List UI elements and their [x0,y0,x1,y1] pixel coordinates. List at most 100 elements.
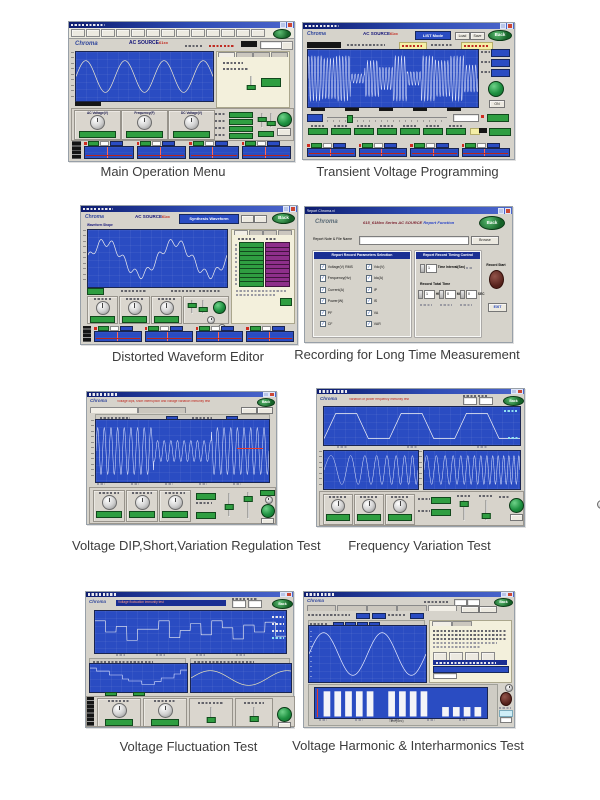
back-button[interactable]: Back [503,396,524,406]
toolbar-button[interactable] [191,28,205,38]
quit-button[interactable] [277,128,291,136]
small-button[interactable] [281,41,293,50]
minimize-button[interactable] [511,388,517,395]
save-button[interactable] [254,215,267,223]
sequence-slider-thumb[interactable] [347,114,353,123]
phase-knob[interactable] [159,301,174,316]
minute-spinner-arrows[interactable] [439,290,445,299]
test-start-button[interactable] [509,498,524,513]
tab[interactable] [248,230,263,235]
output-slider[interactable] [246,74,256,92]
back-button[interactable]: Back [494,597,513,607]
close-button[interactable] [289,206,296,212]
checkbox[interactable]: ✓ [366,309,373,316]
close-button[interactable] [507,591,513,598]
tab[interactable] [263,230,278,235]
close-button[interactable] [286,591,292,598]
toolbar-run-button[interactable] [273,29,291,39]
degree-slider[interactable] [187,299,197,314]
voltage-knob[interactable] [111,703,127,719]
tab[interactable] [427,605,457,611]
go-button[interactable] [261,78,281,87]
tab[interactable] [367,605,397,611]
close-button[interactable] [517,388,523,395]
dip-level-slider[interactable] [220,490,238,520]
stop-button[interactable] [261,517,274,524]
minimize-button[interactable] [497,207,504,214]
record-start-button[interactable] [489,270,504,289]
mode-toggle[interactable] [264,496,273,504]
toolbar-button[interactable] [236,28,250,38]
stop-button[interactable] [278,721,291,728]
tab[interactable] [234,230,248,235]
exit-button[interactable]: EXIT [488,303,507,312]
minute-value[interactable]: 0 [444,290,456,299]
checkbox[interactable]: ✓ [320,309,327,316]
test-start-button[interactable] [277,707,292,722]
tab[interactable] [397,605,427,611]
sampling-knob[interactable] [167,495,183,511]
test-start-button[interactable] [261,504,275,518]
synthesis-waveform-button[interactable]: Synthesis Waveform [179,213,239,224]
open-button[interactable] [257,406,273,414]
checkbox[interactable]: ✓ [366,298,373,305]
second-value[interactable]: 0 [465,290,477,299]
toolbar-button[interactable] [161,28,175,38]
checkbox[interactable]: ✓ [320,286,327,293]
close-button[interactable] [506,23,513,29]
close-button[interactable] [504,207,511,214]
close-button[interactable] [269,391,275,398]
second-spinner-arrows[interactable] [460,290,466,299]
checkbox[interactable]: ✓ [320,264,327,271]
variation-slider[interactable] [240,490,256,520]
slew-rate-knob[interactable] [393,499,407,514]
hour-spinner-arrows[interactable] [418,290,424,299]
minimize-button[interactable] [263,391,269,398]
setting-box[interactable] [454,598,467,606]
setting-box[interactable] [467,598,480,606]
percent-slider[interactable] [198,299,208,314]
table-cell[interactable] [433,673,457,679]
step-time-box[interactable] [499,710,513,717]
dc-voltage-knob[interactable] [184,115,199,131]
tab[interactable] [218,52,235,57]
freq-spinbox[interactable] [463,397,477,405]
period-spinbox[interactable] [232,600,246,608]
power-on-button[interactable] [277,112,292,127]
tab[interactable] [253,52,271,57]
save-button[interactable] [241,406,257,414]
toolbar-button[interactable] [221,28,235,38]
toolbar-button[interactable] [146,28,160,38]
test-level-slider[interactable] [476,493,496,524]
checkbox[interactable]: ✓ [320,320,327,328]
wave-function-toggle[interactable] [207,316,215,324]
file-name-input[interactable] [359,235,469,245]
output-toggle[interactable] [505,684,513,692]
load-button[interactable] [241,215,254,223]
tab[interactable] [307,605,337,611]
toolbar-button[interactable] [131,28,145,38]
back-button[interactable]: Back [479,216,505,230]
time-spinbox[interactable] [479,397,493,405]
checkbox[interactable]: ✓ [366,320,373,328]
sequence-slider-track[interactable] [327,117,447,119]
level-knob[interactable] [95,301,110,316]
tab[interactable] [432,621,452,626]
toolbar-button[interactable] [206,28,220,38]
minimize-button[interactable] [279,22,286,28]
hour-value[interactable]: 1 [423,290,435,299]
frequency-knob[interactable] [157,703,173,719]
checkbox[interactable]: ✓ [366,286,373,293]
file-path-input[interactable] [260,41,282,49]
close-button[interactable] [286,22,293,28]
checkbox[interactable]: ✓ [366,264,373,271]
tab[interactable] [452,621,473,626]
tab[interactable] [235,52,253,57]
load-button[interactable]: Load [455,31,470,40]
tab-voltage-variation-test[interactable] [138,407,187,413]
tab[interactable] [337,605,367,611]
frequency-knob[interactable] [362,499,376,514]
simulation-mode-slider[interactable] [454,493,474,524]
toolbar-button[interactable] [71,28,85,38]
tab[interactable] [271,52,289,57]
